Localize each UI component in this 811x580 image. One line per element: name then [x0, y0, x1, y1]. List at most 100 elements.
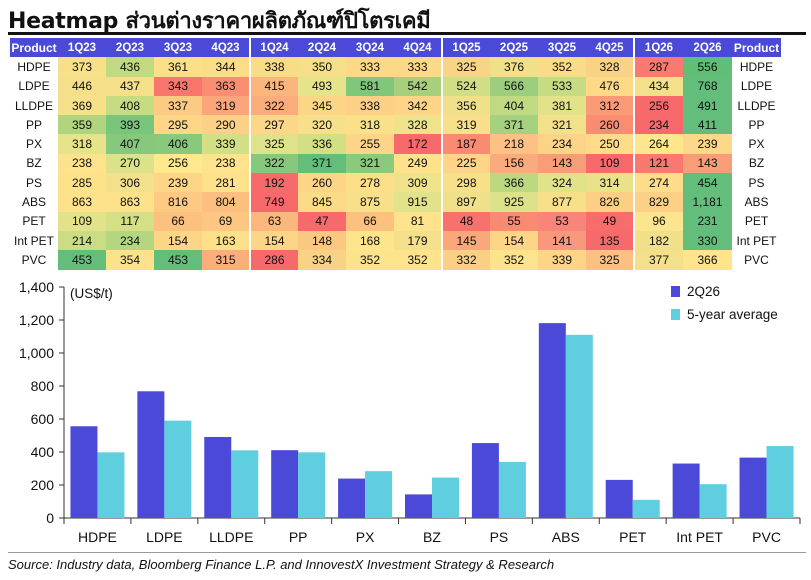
bar-5yr-average	[432, 477, 459, 518]
heatmap-cell: 234	[538, 134, 586, 154]
x-tick-label: HDPE	[78, 529, 117, 545]
heatmap-cell: 238	[202, 153, 251, 174]
heatmap-cell: 270	[106, 153, 154, 174]
heatmap-cell: 260	[586, 115, 635, 135]
heatmap-cell: 96	[634, 211, 683, 231]
heatmap-header-row: Product 1Q23 2Q23 3Q23 4Q23 1Q24 2Q24 3Q24 4Q24 1…	[10, 38, 781, 58]
heatmap-cell: 434	[634, 76, 683, 96]
heatmap-cell: 154	[250, 230, 298, 251]
heatmap-cell: 897	[442, 192, 490, 212]
x-tick-label: PVC	[752, 529, 781, 545]
heatmap-row: PX 318 407 406 339 325 336 255 172 187 218 234 250 26…	[10, 134, 781, 154]
heatmap-cell: 325	[442, 57, 490, 77]
heatmap-cell: 393	[106, 115, 154, 135]
heatmap-cell: 407	[106, 134, 154, 154]
heatmap-table: Product 1Q23 2Q23 3Q23 4Q23 1Q24 2Q24 3Q24 4Q24 1…	[10, 38, 781, 270]
heatmap-cell: 66	[154, 211, 202, 231]
heatmap-row: Int PET 214 234 154 163 154 148 168 179 145 154 141…	[10, 230, 781, 251]
heatmap-cell: 542	[394, 76, 443, 96]
product-label: HDPE	[10, 57, 58, 77]
heatmap-row: ABS 863 863 816 804 749 845 875 915 897 925 877 826 8…	[10, 192, 781, 212]
heatmap-cell: 350	[298, 57, 346, 77]
heatmap-cell: 321	[538, 115, 586, 135]
heatmap-cell: 285	[58, 173, 106, 193]
bar-5yr-average	[365, 471, 393, 518]
x-tick-label: PP	[289, 529, 308, 545]
product-header: Product	[732, 38, 781, 58]
heatmap-cell: 354	[106, 250, 154, 270]
heatmap-cell: 493	[298, 76, 346, 96]
quarter-header: 1Q25	[442, 38, 490, 58]
product-label: PET	[10, 211, 58, 231]
heatmap-cell: 863	[106, 192, 154, 212]
heatmap-cell: 319	[442, 115, 490, 135]
heatmap-cell: 325	[250, 134, 298, 154]
y-tick-label: 1,000	[19, 345, 54, 361]
x-tick-label: LLDPE	[209, 529, 253, 545]
quarter-header: 1Q24	[250, 38, 298, 58]
quarter-header: 4Q23	[202, 38, 251, 58]
quarter-header: 4Q25	[586, 38, 635, 58]
quarter-header: 3Q24	[346, 38, 394, 58]
heatmap-cell: 66	[346, 211, 394, 231]
heatmap-cell: 154	[490, 230, 538, 251]
heatmap-cell: 436	[106, 57, 154, 77]
page-title: Heatmap ส่วนต่างราคาผลิตภัณฑ์ปิโตรเคมี	[8, 9, 431, 34]
heatmap-cell: 325	[586, 250, 635, 270]
heatmap-cell: 352	[346, 250, 394, 270]
quarter-header: 4Q24	[394, 38, 443, 58]
heatmap-cell: 55	[490, 211, 538, 231]
heatmap-cell: 342	[394, 95, 443, 116]
product-label: PET	[732, 211, 781, 231]
heatmap-cell: 214	[58, 230, 106, 251]
heatmap-row: PP 359 393 295 290 297 320 318 328 319 371 321 260 23…	[10, 115, 781, 135]
heatmap-cell: 406	[154, 134, 202, 154]
bar-chart: 0 200 400 600 800 1,000 1,200 1,400 HDPE LDPE LLDP…	[19, 279, 801, 545]
heatmap-cell: 366	[490, 173, 538, 193]
heatmap-cell: 281	[202, 173, 251, 193]
heatmap-cell: 491	[683, 95, 732, 116]
heatmap-cell: 566	[490, 76, 538, 96]
heatmap-cell: 453	[58, 250, 106, 270]
heatmap-cell: 408	[106, 95, 154, 116]
heatmap-cell: 915	[394, 192, 443, 212]
heatmap-cell: 369	[58, 95, 106, 116]
heatmap-cell: 182	[634, 230, 683, 251]
heatmap-cell: 312	[586, 95, 635, 116]
quarter-header: 1Q26	[634, 38, 683, 58]
heatmap-row: PVC 453 354 453 315 286 334 352 352 332 352 339 325 3…	[10, 250, 781, 270]
heatmap-cell: 363	[202, 76, 251, 96]
bar-5yr-average	[231, 450, 259, 518]
heatmap-cell: 359	[58, 115, 106, 135]
heatmap-cell: 49	[586, 211, 635, 231]
heatmap-cell: 336	[298, 134, 346, 154]
product-label: PP	[10, 115, 58, 135]
product-label: Int PET	[10, 230, 58, 251]
x-tick-label: PET	[619, 529, 647, 545]
heatmap-cell: 328	[394, 115, 443, 135]
heatmap-cell: 287	[634, 57, 683, 77]
heatmap-cell: 581	[346, 76, 394, 96]
heatmap-cell: 121	[634, 153, 683, 174]
heatmap-cell: 333	[346, 57, 394, 77]
heatmap-cell: 69	[202, 211, 251, 231]
product-label: PS	[732, 173, 781, 193]
product-label: LDPE	[10, 76, 58, 96]
heatmap-cell: 404	[490, 95, 538, 116]
bar-5yr-average	[565, 334, 593, 518]
heatmap-cell: 187	[442, 134, 490, 154]
heatmap-cell: 298	[442, 173, 490, 193]
heatmap-cell: 863	[58, 192, 106, 212]
heatmap-row: HDPE 373 436 361 344 338 350 333 333 325 376 352 328…	[10, 57, 781, 77]
product-label: ABS	[10, 192, 58, 212]
heatmap-cell: 109	[58, 211, 106, 231]
bar-2q26	[605, 479, 633, 518]
heatmap-cell: 332	[442, 250, 490, 270]
heatmap-cell: 877	[538, 192, 586, 212]
heatmap-cell: 826	[586, 192, 635, 212]
bar-2q26	[739, 457, 767, 518]
x-tick-label: Int PET	[676, 529, 723, 545]
bar-2q26	[538, 323, 566, 518]
heatmap-cell: 768	[683, 76, 732, 96]
heatmap-cell: 319	[202, 95, 251, 116]
